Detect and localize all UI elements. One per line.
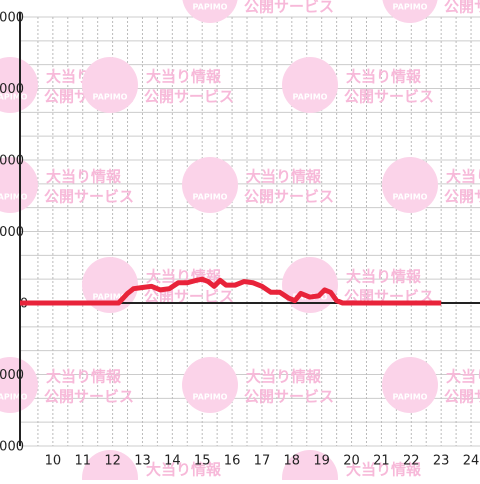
watermark-text: 公開サービス — [344, 88, 434, 106]
watermark-text: 大当り情報 — [246, 168, 322, 186]
watermark-text: 大当り情報 — [46, 168, 122, 186]
watermark-logo — [182, 357, 238, 413]
watermark-text: 大当り情報 — [346, 461, 422, 479]
watermark-text: 大当り情報 — [246, 368, 322, 386]
watermark-logo — [182, 0, 238, 23]
plot: 10 11 12 13 14 15 16 17 18 19 20 21 22 23 24 -6,000 -3,0… — [0, 11, 480, 469]
watermark-logo — [0, 157, 38, 213]
x-tick-label: 23 — [433, 454, 450, 469]
data-line — [20, 276, 442, 306]
watermark-text: 公開サービス — [44, 188, 134, 206]
x-tick-label: 14 — [164, 454, 181, 469]
watermark-logo-text: PAPIMO — [93, 293, 128, 302]
watermark-text: 大当り情報 — [146, 68, 222, 86]
x-tick-label: 20 — [343, 454, 360, 469]
x-tick-label: 11 — [74, 454, 91, 469]
watermark-logo-text: PAPIMO — [293, 93, 328, 102]
watermark-text: 公開サービス — [144, 288, 234, 306]
watermark-logo — [382, 157, 438, 213]
x-tick-label: 24 — [463, 454, 480, 469]
watermark-logo-text: PAPIMO — [393, 393, 428, 402]
y-tick-label: 3,000 — [0, 225, 24, 240]
watermark-text: 大当り情報 — [346, 68, 422, 86]
watermark-logo — [282, 450, 338, 484]
watermark-text: 公開サービス — [444, 188, 480, 206]
watermark-logo-text: PAPIMO — [0, 193, 28, 202]
watermark-logo — [382, 0, 438, 23]
watermark-text: 公開サービス — [444, 388, 480, 406]
x-tick-label: 17 — [254, 454, 271, 469]
watermark-logo — [82, 57, 138, 113]
watermark-text: 公開サービス — [44, 388, 134, 406]
watermark-text: 公開サービス — [244, 0, 334, 16]
watermark-text: 大当り情報 — [446, 168, 480, 186]
x-tick-label: 12 — [104, 454, 121, 469]
watermark-logo-text: PAPIMO — [393, 3, 428, 12]
watermark-text: 大当り情報 — [446, 368, 480, 386]
watermark-logo-text: PAPIMO — [0, 393, 28, 402]
watermark-logo-text: PAPIMO — [0, 93, 28, 102]
x-tick-label: 13 — [134, 454, 151, 469]
watermark-logo — [382, 357, 438, 413]
watermark-logo — [182, 157, 238, 213]
y-tick-label: 9,000 — [0, 82, 24, 97]
x-tick-label: 22 — [403, 454, 420, 469]
y-tick-label: 12,000 — [0, 11, 24, 26]
watermark-logo-text: PAPIMO — [93, 93, 128, 102]
watermark-text: 大当り情報 — [46, 368, 122, 386]
x-tick-label: 19 — [313, 454, 330, 469]
watermark-logo — [282, 57, 338, 113]
watermark-logo-text: PAPIMO — [193, 3, 228, 12]
x-tick-label: 16 — [224, 454, 241, 469]
y-tick-label: -6,000 — [0, 440, 24, 455]
watermark-logo-text: PAPIMO — [393, 193, 428, 202]
watermark-logo — [0, 57, 38, 113]
x-tick-label: 15 — [194, 454, 211, 469]
x-tick-label: 18 — [284, 454, 301, 469]
watermark-text: 公開サービス — [244, 388, 334, 406]
watermark-logo — [282, 257, 338, 313]
x-tick-label: 10 — [45, 454, 62, 469]
watermark-logo — [82, 450, 138, 484]
y-tick-label: -3,000 — [0, 368, 24, 383]
x-tick-label: 21 — [373, 454, 390, 469]
watermark-text: 公開サービス — [444, 0, 480, 16]
watermark-text: 大当り情報 — [146, 461, 222, 479]
watermark-text: 大当り情報 — [346, 268, 422, 286]
watermark-text: 公開サービス — [144, 88, 234, 106]
y-tick-label: 6,000 — [0, 154, 24, 169]
watermark-text: 公開サービス — [244, 188, 334, 206]
watermark-logo — [0, 357, 38, 413]
watermark-logo-text: PAPIMO — [193, 393, 228, 402]
watermark-logo-text: PAPIMO — [193, 193, 228, 202]
